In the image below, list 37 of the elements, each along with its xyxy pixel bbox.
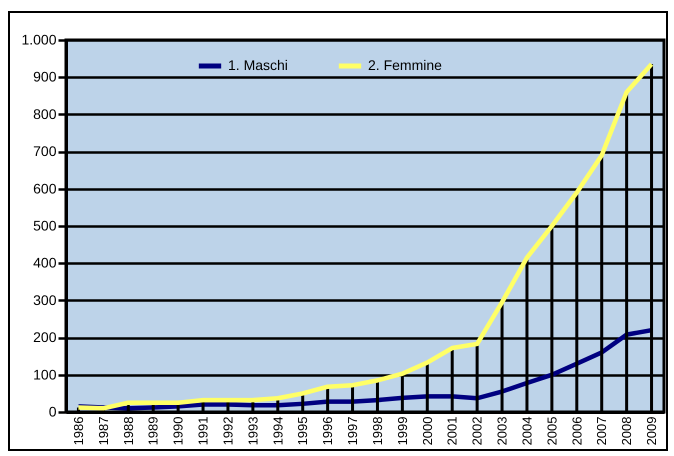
x-tick-label: 1997: [345, 416, 360, 446]
x-tick-label: 2000: [420, 416, 435, 446]
legend-label: 1. Maschi: [228, 57, 288, 73]
x-tick-label: 1986: [70, 416, 86, 446]
x-tick-label: 2003: [494, 416, 510, 446]
x-tick-label: 1999: [394, 416, 410, 446]
x-tick-label: 1987: [96, 416, 111, 446]
x-tick-label: 1993: [245, 416, 260, 446]
y-tick-label: 600: [33, 180, 57, 196]
x-tick-label: 2009: [644, 416, 660, 446]
x-tick-label: 1998: [370, 416, 385, 446]
y-tick-label: 400: [33, 254, 57, 271]
x-tick-label: 1990: [170, 416, 186, 446]
x-tick-label: 2007: [594, 416, 610, 446]
x-tick-label: 2006: [569, 416, 584, 446]
x-tick-label: 1989: [146, 416, 161, 446]
y-tick-label: 700: [33, 143, 57, 160]
x-tick-label: 2001: [444, 416, 460, 446]
y-tick-label: 300: [33, 292, 57, 308]
x-tick-label: 1991: [196, 416, 211, 446]
y-tick-label: 200: [33, 329, 57, 346]
x-tick-label: 1992: [220, 416, 236, 446]
x-tick-label: 1988: [120, 416, 136, 446]
x-tick-label: 2008: [619, 416, 634, 446]
x-tick-label: 1996: [320, 416, 336, 446]
y-tick-label: 500: [33, 218, 57, 234]
x-tick-label: 2004: [519, 416, 534, 446]
legend-label: 2. Femmine: [368, 57, 442, 73]
y-tick-label: 100: [33, 366, 57, 382]
y-tick-label: 900: [33, 68, 57, 85]
y-tick-label: 0: [48, 404, 57, 420]
x-tick-label: 2005: [544, 416, 560, 446]
y-tick-label: 800: [33, 106, 57, 122]
x-tick-label: 1994: [270, 416, 286, 446]
x-tick-label: 1995: [295, 416, 310, 446]
y-tick-label: 1.000: [21, 32, 57, 48]
x-tick-label: 2002: [470, 416, 485, 446]
